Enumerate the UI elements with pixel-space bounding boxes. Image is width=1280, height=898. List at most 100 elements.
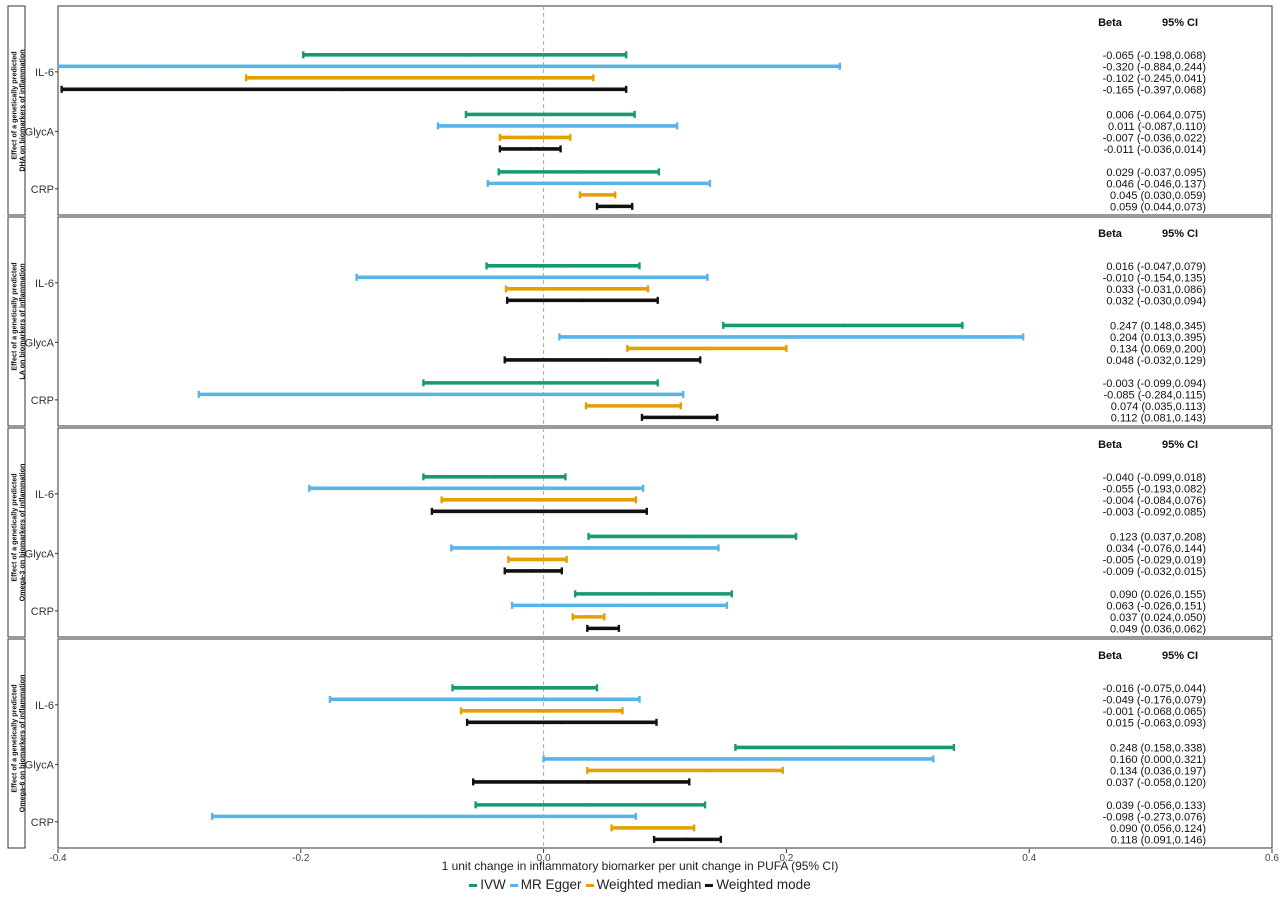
point-estimate (586, 615, 591, 619)
x-axis-label: 1 unit change in inflammatory biomarker … (441, 859, 839, 873)
point-estimate (651, 592, 655, 596)
point-estimate (580, 298, 585, 303)
point-estimate (522, 686, 526, 690)
panel-title-line2: Omega-6 on biomarkers of inflammation (18, 675, 27, 813)
panel-frame (57, 638, 1273, 849)
x-tick-label: 0.0 (537, 853, 551, 864)
point-estimate (422, 814, 427, 819)
legend-label: Weighted mode (716, 877, 811, 892)
point-estimate (536, 498, 541, 502)
estimate-label: 0.248 (0.158,0.338) (1110, 742, 1206, 754)
panel-title-line1: Effect of a genetically predicted (10, 51, 19, 159)
estimate-label: 0.063 (-0.026,0.151) (1106, 600, 1206, 612)
estimate-label: 0.134 (0.036,0.197) (1110, 765, 1206, 777)
panel-strip (7, 638, 26, 849)
panel-frame (57, 427, 1273, 638)
point-estimate (789, 335, 794, 339)
estimate-label: 0.160 (0.000,0.321) (1110, 754, 1206, 766)
estimate-label: -0.055 (-0.193,0.082) (1103, 483, 1206, 495)
estimate-label: 0.090 (0.026,0.155) (1110, 589, 1206, 601)
panel-frame (57, 5, 1273, 216)
estimate-label: 0.045 (0.030,0.059) (1110, 190, 1206, 202)
estimate-label: 0.034 (-0.076,0.144) (1106, 543, 1206, 555)
estimate-label: 0.037 (-0.058,0.120) (1106, 777, 1206, 789)
point-estimate (475, 486, 479, 491)
estimate-label: -0.005 (-0.029,0.019) (1103, 554, 1206, 566)
legend-label: IVW (480, 877, 506, 892)
point-estimate (533, 135, 537, 140)
estimate-label: -0.010 (-0.154,0.135) (1103, 272, 1206, 284)
panel-title-line2: LA on biomarkers of inflammation (18, 263, 27, 379)
estimate-label: 0.074 (0.035,0.113) (1111, 401, 1206, 413)
group-label: IL-6 (35, 67, 54, 79)
point-estimate (529, 275, 534, 280)
x-tick-label: 0.2 (779, 853, 793, 864)
estimate-label: -0.001 (-0.068,0.065) (1103, 706, 1206, 718)
legend-swatch (585, 883, 594, 887)
point-estimate (438, 392, 443, 397)
header-beta: Beta (1098, 650, 1123, 662)
estimate-label: 0.123 (0.037,0.208) (1110, 531, 1206, 543)
estimate-label: -0.049 (-0.176,0.079) (1103, 694, 1206, 706)
legend-item: Weighted median (585, 877, 702, 892)
group-label: IL-6 (35, 278, 54, 290)
header-ci: 95% CI (1162, 439, 1198, 451)
legend-label: MR Egger (520, 877, 582, 892)
estimate-label: -0.320 (-0.884,0.244) (1103, 61, 1206, 73)
point-estimate (417, 76, 422, 80)
panel-frame (57, 216, 1273, 427)
panel-strip (7, 5, 26, 216)
estimate-label: 0.118 (0.091,0.146) (1111, 834, 1206, 846)
estimate-label: -0.065 (-0.198,0.068) (1103, 50, 1206, 62)
estimate-label: -0.085 (-0.284,0.115) (1103, 389, 1206, 401)
point-estimate (549, 112, 553, 117)
header-beta: Beta (1098, 439, 1123, 451)
panel-3: Effect of a genetically predicted Omega-3… (7, 427, 1273, 638)
estimate-label: 0.032 (-0.030,0.094) (1106, 295, 1206, 307)
legend-item: Weighted mode (705, 877, 811, 892)
point-estimate (685, 837, 689, 842)
estimate-label: 0.006 (-0.064,0.075) (1106, 109, 1206, 121)
point-estimate (691, 534, 695, 539)
point-estimate (153, 64, 157, 69)
x-tick-label: -0.4 (49, 853, 67, 864)
point-estimate (528, 147, 533, 151)
point-estimate (589, 803, 593, 807)
point-estimate (577, 170, 581, 174)
point-estimate (555, 124, 559, 128)
point-estimate (561, 264, 565, 268)
point-estimate (538, 509, 542, 514)
header-beta: Beta (1098, 17, 1123, 29)
point-estimate (540, 709, 545, 713)
panel-title-line2: DHA on biomarkers of inflammation (18, 49, 27, 171)
estimate-label: 0.204 (0.013,0.395) (1110, 332, 1206, 344)
panel-strip (7, 216, 26, 427)
point-estimate (842, 745, 847, 750)
point-estimate (631, 404, 636, 408)
legend-label: Weighted median (596, 877, 702, 892)
group-label: CRP (31, 817, 54, 829)
x-tick-label: 0.4 (1022, 853, 1036, 864)
panel-strip (7, 427, 26, 638)
estimate-label: 0.037 (0.024,0.050) (1110, 612, 1206, 624)
x-tick-label: -0.2 (292, 853, 310, 864)
point-estimate (600, 358, 604, 362)
estimate-label: 0.033 (-0.031,0.086) (1106, 284, 1206, 296)
estimate-label: -0.011 (-0.036,0.014) (1103, 144, 1206, 156)
header-ci: 95% CI (1162, 228, 1198, 240)
estimate-label: 0.039 (-0.056,0.133) (1106, 800, 1206, 812)
estimate-label: -0.003 (-0.092,0.085) (1103, 506, 1206, 518)
point-estimate (841, 323, 846, 328)
header-beta: Beta (1098, 228, 1123, 240)
panel-title-line2: Omega-3 on biomarkers of inflammation (18, 464, 27, 602)
point-estimate (482, 697, 486, 702)
point-estimate (736, 757, 740, 761)
point-estimate (583, 546, 587, 550)
header-ci: 95% CI (1162, 17, 1198, 29)
legend-swatch (705, 883, 714, 887)
legend: IVW MR Egger Weighted median Weighted mode (0, 877, 1280, 892)
estimate-label: -0.098 (-0.273,0.076) (1103, 811, 1206, 823)
group-label: GlycA (25, 548, 55, 560)
panel-2: Effect of a genetically predicted LA on b… (7, 216, 1273, 427)
point-estimate (341, 87, 346, 92)
